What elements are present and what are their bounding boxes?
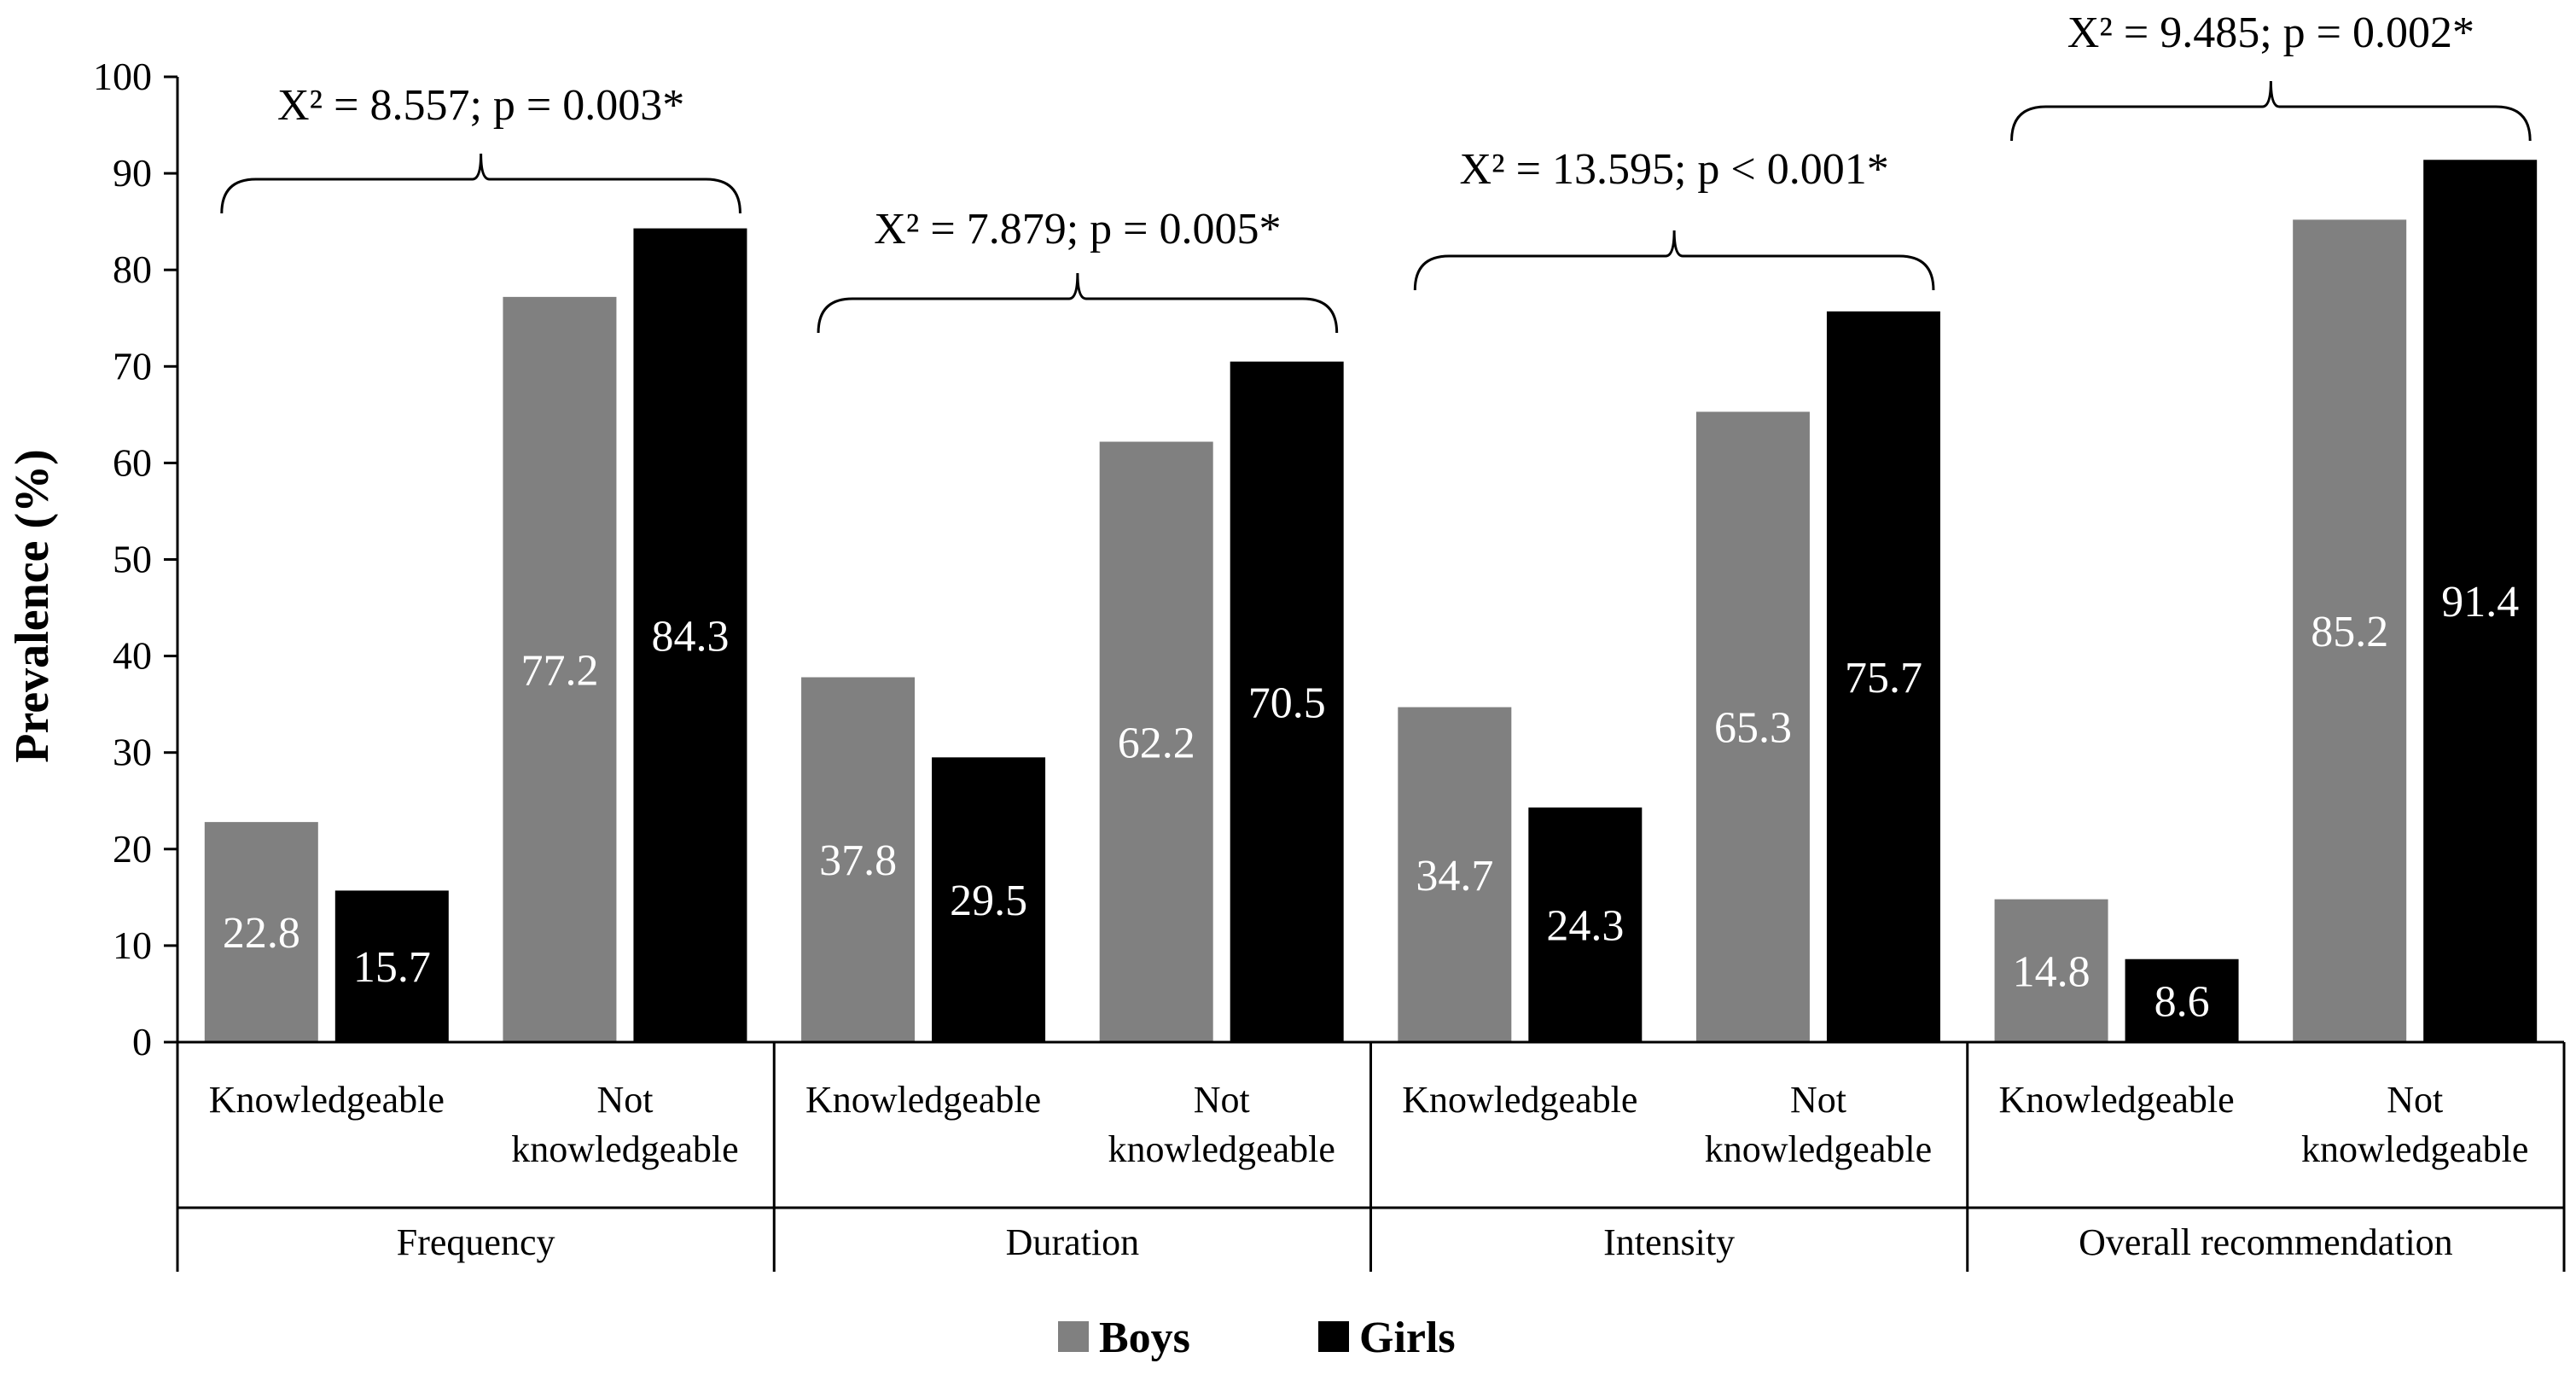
category-label: Not knowledgeable [1108,1079,1335,1170]
value-label-boys: 14.8 [2013,947,2090,996]
y-tick-label: 70 [113,344,152,387]
category-label: Not knowledgeable [1705,1079,1932,1170]
y-tick-label: 100 [93,55,152,98]
y-tick-label: 40 [113,634,152,678]
bar-duration-not-knowledgeable-boys [1099,441,1213,1042]
bar-frequency-not-knowledgeable-boys [503,296,617,1042]
legend: Boys Girls [1058,1314,1456,1362]
bars [204,160,2538,1043]
group-label-duration: Duration [1006,1221,1139,1263]
group-label-frequency: Frequency [397,1221,555,1263]
significance-brace [2010,80,2532,142]
significance-brace [220,153,741,214]
bar-overall-recommendation-not-knowledgeable-girls [2423,160,2538,1043]
value-label-boys: 34.7 [1416,852,1493,900]
bar-duration-not-knowledgeable-girls [1230,361,1344,1042]
value-label-boys: 62.2 [1118,719,1195,767]
y-tick-label: 10 [113,923,152,967]
y-tick-label: 80 [113,248,152,291]
x-axis: Knowledgeable Not knowledgeable Frequency Kn… [176,1040,2566,1272]
bar-overall-recommendation-knowledgeable-girls [2125,958,2239,1042]
value-label-girls: 75.7 [1845,654,1922,702]
significance-annotation: X² = 13.595; p < 0.001* [1460,145,1889,194]
group-label-overall-recommendation: Overall recommendation [2079,1221,2453,1263]
bar-frequency-knowledgeable-boys [204,822,318,1042]
y-tick-label: 60 [113,440,152,484]
legend-swatch-boys [1058,1321,1089,1352]
legend-swatch-girls [1318,1321,1349,1352]
significance-annotations: X² = 8.557; p = 0.003* X² = 7.879; p = 0.… [220,9,2532,334]
bar-duration-knowledgeable-girls [932,757,1046,1042]
y-tick-label: 90 [113,151,152,195]
group-label-intensity: Intensity [1603,1221,1735,1263]
value-label-boys: 37.8 [819,836,897,885]
value-label-boys: 85.2 [2311,608,2388,656]
y-axis-label: Prevalence (%) [6,449,59,762]
legend-label-boys: Boys [1099,1314,1190,1362]
category-label: Knowledgeable [1999,1079,2235,1121]
bar-intensity-not-knowledgeable-girls [1826,311,1940,1042]
category-label: Not knowledgeable [511,1079,738,1170]
legend-label-girls: Girls [1359,1314,1456,1362]
bar-overall-recommendation-knowledgeable-boys [1994,899,2108,1042]
value-label-girls: 24.3 [1546,902,1624,951]
category-label: Knowledgeable [209,1079,445,1121]
category-label: Not knowledgeable [2301,1079,2528,1170]
y-tick-label: 0 [132,1020,152,1063]
significance-brace [1413,230,1935,291]
value-label-boys: 65.3 [1714,704,1792,753]
y-axis: 0 10 20 30 40 50 60 70 80 90 100 [93,55,179,1063]
bar-overall-recommendation-not-knowledgeable-boys [2293,219,2407,1042]
y-tick-label: 20 [113,827,152,871]
bar-frequency-not-knowledgeable-girls [633,228,747,1042]
value-label-boys: 22.8 [223,909,300,958]
bar-intensity-not-knowledgeable-boys [1695,411,1810,1042]
value-labels: 22.8 15.7 77.2 84.3 37.8 29.5 62.2 70.5 34.7 24.3… [223,578,2519,1026]
value-label-girls: 8.6 [2154,977,2210,1026]
significance-annotation: X² = 7.879; p = 0.005* [874,205,1281,253]
category-label: Knowledgeable [805,1079,1041,1121]
value-label-girls: 29.5 [950,877,1027,925]
y-tick-label: 30 [113,731,152,774]
significance-annotation: X² = 9.485; p = 0.002* [2067,9,2474,57]
bar-intensity-knowledgeable-girls [1528,807,1643,1042]
bar-intensity-knowledgeable-boys [1398,707,1512,1042]
category-label: Knowledgeable [1402,1079,1637,1121]
value-label-girls: 70.5 [1248,679,1326,727]
significance-annotation: X² = 8.557; p = 0.003* [277,81,684,130]
bar-duration-knowledgeable-boys [801,677,916,1042]
y-tick-label: 50 [113,538,152,581]
value-label-girls: 84.3 [651,612,729,661]
value-label-boys: 77.2 [520,646,598,695]
value-label-girls: 91.4 [2441,578,2519,626]
significance-brace [817,272,1339,334]
value-label-girls: 15.7 [353,943,431,992]
bar-frequency-knowledgeable-girls [334,890,449,1042]
